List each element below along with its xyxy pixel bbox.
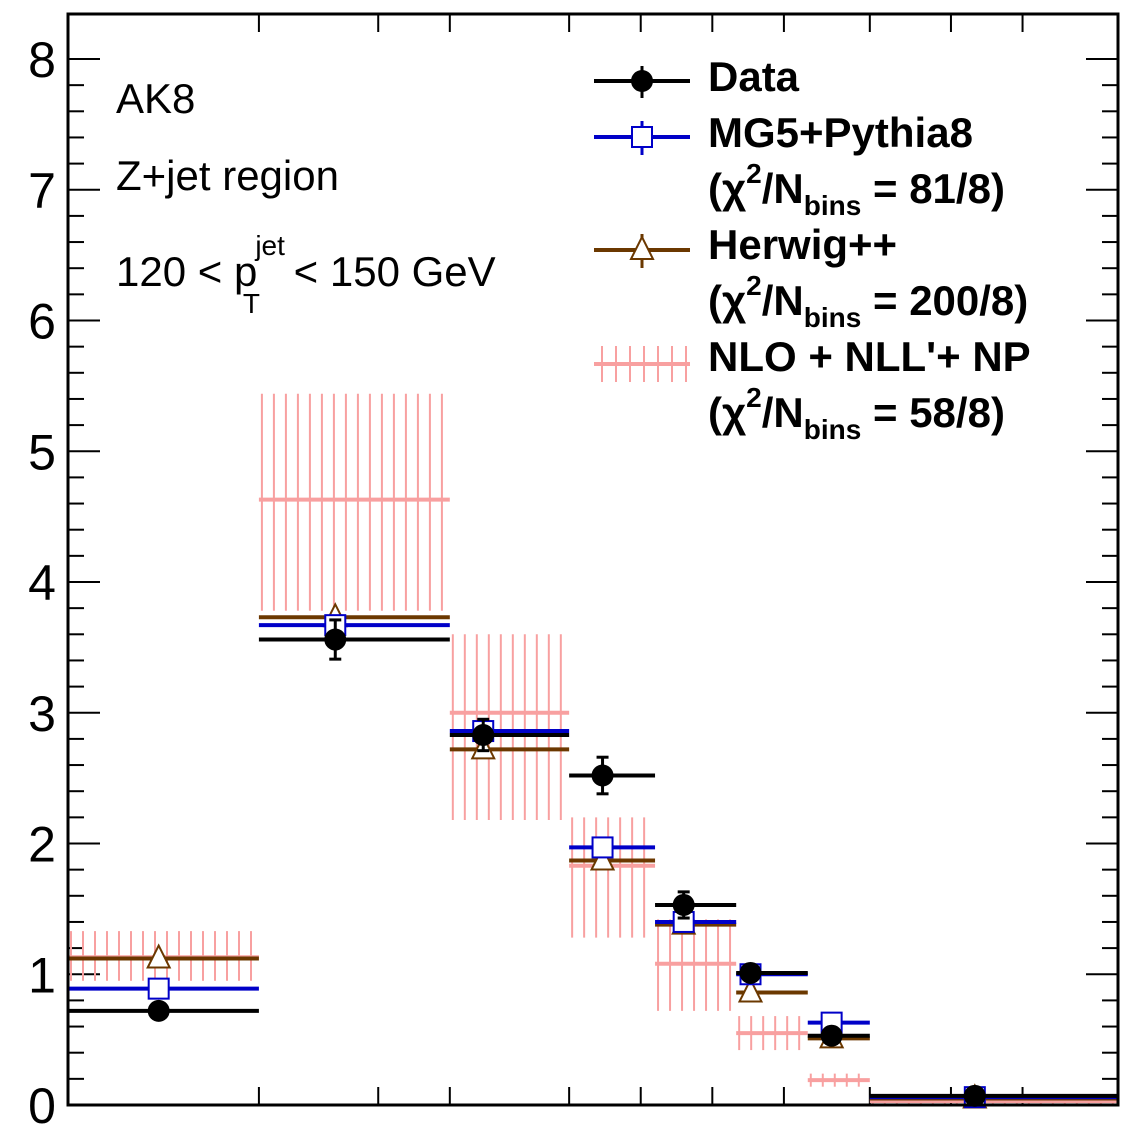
mg5-marker [591, 836, 614, 859]
legend-label-mg5: MG5+Pythia8 [708, 109, 973, 156]
herwig-marker [589, 845, 616, 871]
mg5-marker [147, 977, 170, 1000]
legend-chi-herwig: (χ2/Nbins = 200/8) [708, 270, 1028, 333]
legend-label-data: Data [708, 53, 800, 100]
y-tick-label: 3 [28, 686, 56, 742]
plot-frame [66, 12, 1120, 1107]
y-tick-label: 4 [28, 555, 56, 611]
y-tick-label: 2 [28, 817, 56, 873]
data-marker [324, 628, 347, 651]
legend-marker [631, 126, 653, 148]
data-marker [147, 999, 170, 1022]
legend-chi-mg5: (χ2/Nbins = 81/8) [708, 158, 1005, 221]
annotation-region: Z+jet region [116, 152, 339, 199]
herwig-marker [737, 977, 764, 1003]
herwig-marker [146, 943, 172, 969]
legend-symbol-mg5 [594, 121, 690, 155]
annotation-pt: 120 < pjet T < 150 GeV [116, 230, 496, 319]
data-marker [820, 1024, 843, 1047]
legend-marker [629, 234, 655, 260]
legend-chi-nlo: (χ2/Nbins = 58/8) [708, 382, 1005, 445]
y-tick-label: 5 [28, 424, 56, 480]
series-data [68, 618, 1118, 1107]
legend-symbol-herwig [594, 234, 690, 268]
legend-label-herwig: Herwig++ [708, 221, 897, 268]
legend-label-nlo: NLO + NLL'+ NP [708, 333, 1031, 380]
legend-symbol-data [594, 66, 690, 98]
y-tick-label: 1 [28, 947, 56, 1003]
data-marker [472, 723, 495, 746]
y-tick-label: 7 [28, 163, 56, 219]
legend-symbol-nlo [594, 346, 690, 382]
data-marker [963, 1084, 986, 1107]
annotation-text: AK8 Z+jet region 120 < pjet T < 150 GeV [116, 75, 496, 319]
legend: Data MG5+Pythia8 (χ2/Nbins = 81/8) Herwi… [594, 53, 1031, 445]
annotation-algo: AK8 [116, 75, 195, 122]
data-marker [672, 893, 695, 916]
y-tick-label: 8 [28, 32, 56, 88]
series-nlo [68, 393, 1118, 1104]
y-tick-label: 0 [28, 1078, 56, 1127]
y-tick-label: 6 [28, 294, 56, 350]
legend-marker [631, 70, 653, 92]
data-marker [591, 764, 614, 787]
